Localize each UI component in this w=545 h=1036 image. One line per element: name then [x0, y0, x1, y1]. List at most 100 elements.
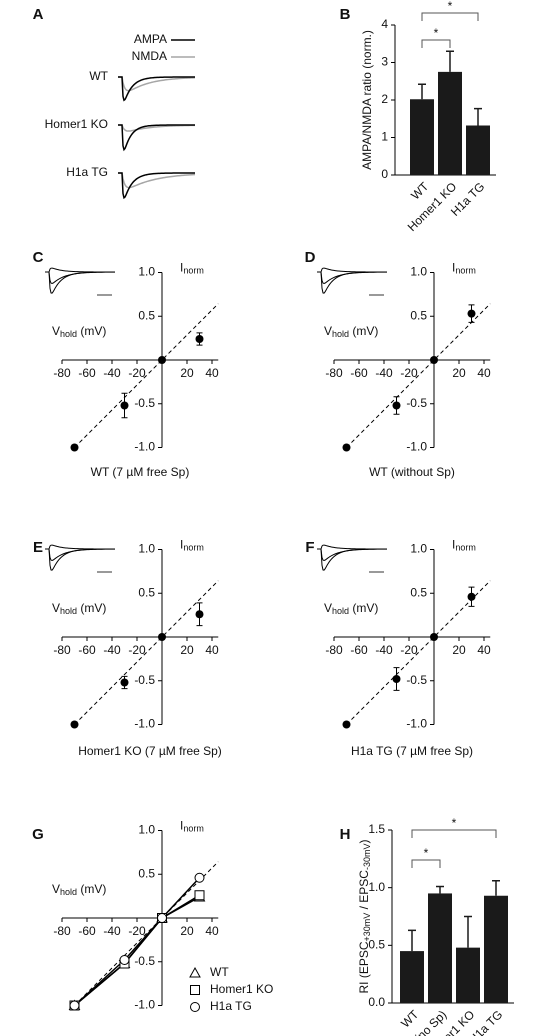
panel-subtitle: WT (7 µM free Sp)	[91, 465, 190, 479]
x-axis-title-part: hold	[60, 329, 77, 339]
legend-label: AMPA	[134, 32, 167, 46]
x-tick-label: 20	[180, 924, 194, 938]
y-tick-label: 1.0	[368, 880, 385, 894]
data-point	[70, 443, 79, 452]
x-tick-label: -60	[78, 643, 96, 657]
x-tick-label: WT	[408, 179, 432, 203]
series-line	[73, 877, 201, 1007]
y-tick-label: 4	[381, 17, 388, 31]
x-axis-title-part: (mV)	[77, 601, 106, 615]
y-axis-title: AMPA/NMDA ratio (norm.)	[360, 30, 374, 170]
row-label: WT	[89, 69, 108, 83]
inset-trace	[45, 271, 115, 285]
reference-line	[74, 861, 219, 1006]
data-point	[430, 633, 438, 641]
data-point	[392, 401, 401, 410]
data-point	[195, 335, 204, 343]
y-axis-title-part: AMPA/NMDA ratio (norm.)	[360, 30, 374, 170]
panel-label: H	[340, 826, 351, 843]
x-tick-label: -60	[78, 366, 96, 380]
data-point	[430, 356, 438, 364]
reference-line	[74, 303, 219, 448]
x-tick-label: -20	[128, 366, 146, 380]
y-tick-label: 2	[381, 92, 388, 106]
significance-bracket	[411, 859, 441, 868]
data-point	[342, 443, 351, 452]
data-point	[69, 1000, 80, 1011]
y-axis-title-part: norm	[183, 824, 204, 834]
y-tick-label: -1.0	[406, 440, 427, 454]
y-axis-title-part: norm	[455, 543, 476, 553]
bar	[438, 71, 462, 175]
data-point	[119, 955, 130, 965]
legend-label: WT	[210, 965, 229, 979]
panel-subtitle: H1a TG (7 µM free Sp)	[351, 744, 473, 758]
x-tick-label: -60	[350, 366, 368, 380]
x-axis-title-part: hold	[60, 606, 77, 616]
legend-label: NMDA	[132, 49, 167, 63]
panel-subtitle: Homer1 KO (7 µM free Sp)	[78, 744, 222, 758]
data-point	[467, 309, 476, 318]
y-tick-label: 1.0	[138, 823, 155, 837]
y-tick-label: 0.5	[138, 866, 155, 880]
y-tick-label: 1.0	[410, 265, 427, 279]
row-label: Homer1 KO	[45, 117, 108, 131]
bar	[466, 125, 490, 175]
y-tick-label: -0.5	[134, 396, 155, 410]
data-point	[194, 872, 205, 883]
x-tick-label: 40	[205, 924, 219, 938]
data-point	[70, 720, 79, 729]
legend-label: H1a TG	[210, 999, 252, 1013]
data-point	[392, 675, 401, 683]
y-tick-label: 0.5	[410, 308, 427, 322]
y-tick-label: 0.5	[410, 585, 427, 599]
x-axis-title-part: (mV)	[77, 882, 106, 896]
data-point	[120, 401, 129, 410]
trace	[118, 76, 195, 102]
x-tick-label: -20	[128, 924, 146, 938]
reference-line	[346, 303, 491, 448]
significance-bracket	[411, 829, 497, 838]
panel-label: B	[340, 6, 351, 23]
y-tick-label: 3	[381, 55, 388, 69]
x-tick-label: -80	[53, 643, 71, 657]
x-tick-label: 20	[180, 643, 194, 657]
significance-bracket	[421, 12, 479, 21]
panel-label: F	[305, 539, 314, 556]
x-axis-title-part: V	[52, 601, 60, 615]
row-label: H1a TG	[66, 165, 108, 179]
series-line	[74, 894, 200, 1007]
y-tick-label: -0.5	[134, 673, 155, 687]
y-tick-label: 0.5	[368, 938, 385, 952]
x-axis-title-part: (mV)	[349, 324, 378, 338]
bar	[484, 895, 508, 1003]
significance-star: *	[452, 816, 457, 830]
data-point	[158, 356, 166, 364]
y-axis-title-part: / EPSC	[357, 870, 371, 913]
y-tick-label: -0.5	[406, 673, 427, 687]
x-tick-label: 20	[452, 366, 466, 380]
x-axis-title-part: V	[324, 601, 332, 615]
data-point	[194, 890, 205, 901]
inset-trace	[45, 548, 115, 571]
panel-label: E	[33, 539, 43, 556]
panel-subtitle: WT (without Sp)	[369, 465, 455, 479]
y-axis-title: Inorm	[452, 261, 476, 276]
reference-line	[346, 580, 491, 725]
y-axis-title: Inorm	[180, 819, 204, 834]
data-point	[195, 610, 204, 619]
inset-trace	[45, 267, 115, 273]
data-point	[158, 633, 166, 641]
significance-star: *	[424, 846, 429, 860]
x-tick-label: 40	[477, 643, 491, 657]
y-tick-label: -1.0	[134, 717, 155, 731]
x-axis-title: Vhold (mV)	[52, 601, 106, 616]
bar	[410, 99, 434, 175]
legend-marker	[190, 985, 200, 995]
y-axis-title-part: I	[452, 538, 455, 552]
inset-trace	[45, 271, 115, 294]
y-tick-label: -1.0	[134, 440, 155, 454]
x-tick-label: -80	[325, 643, 343, 657]
x-tick-label: 20	[180, 366, 194, 380]
y-axis-title: Inorm	[180, 538, 204, 553]
